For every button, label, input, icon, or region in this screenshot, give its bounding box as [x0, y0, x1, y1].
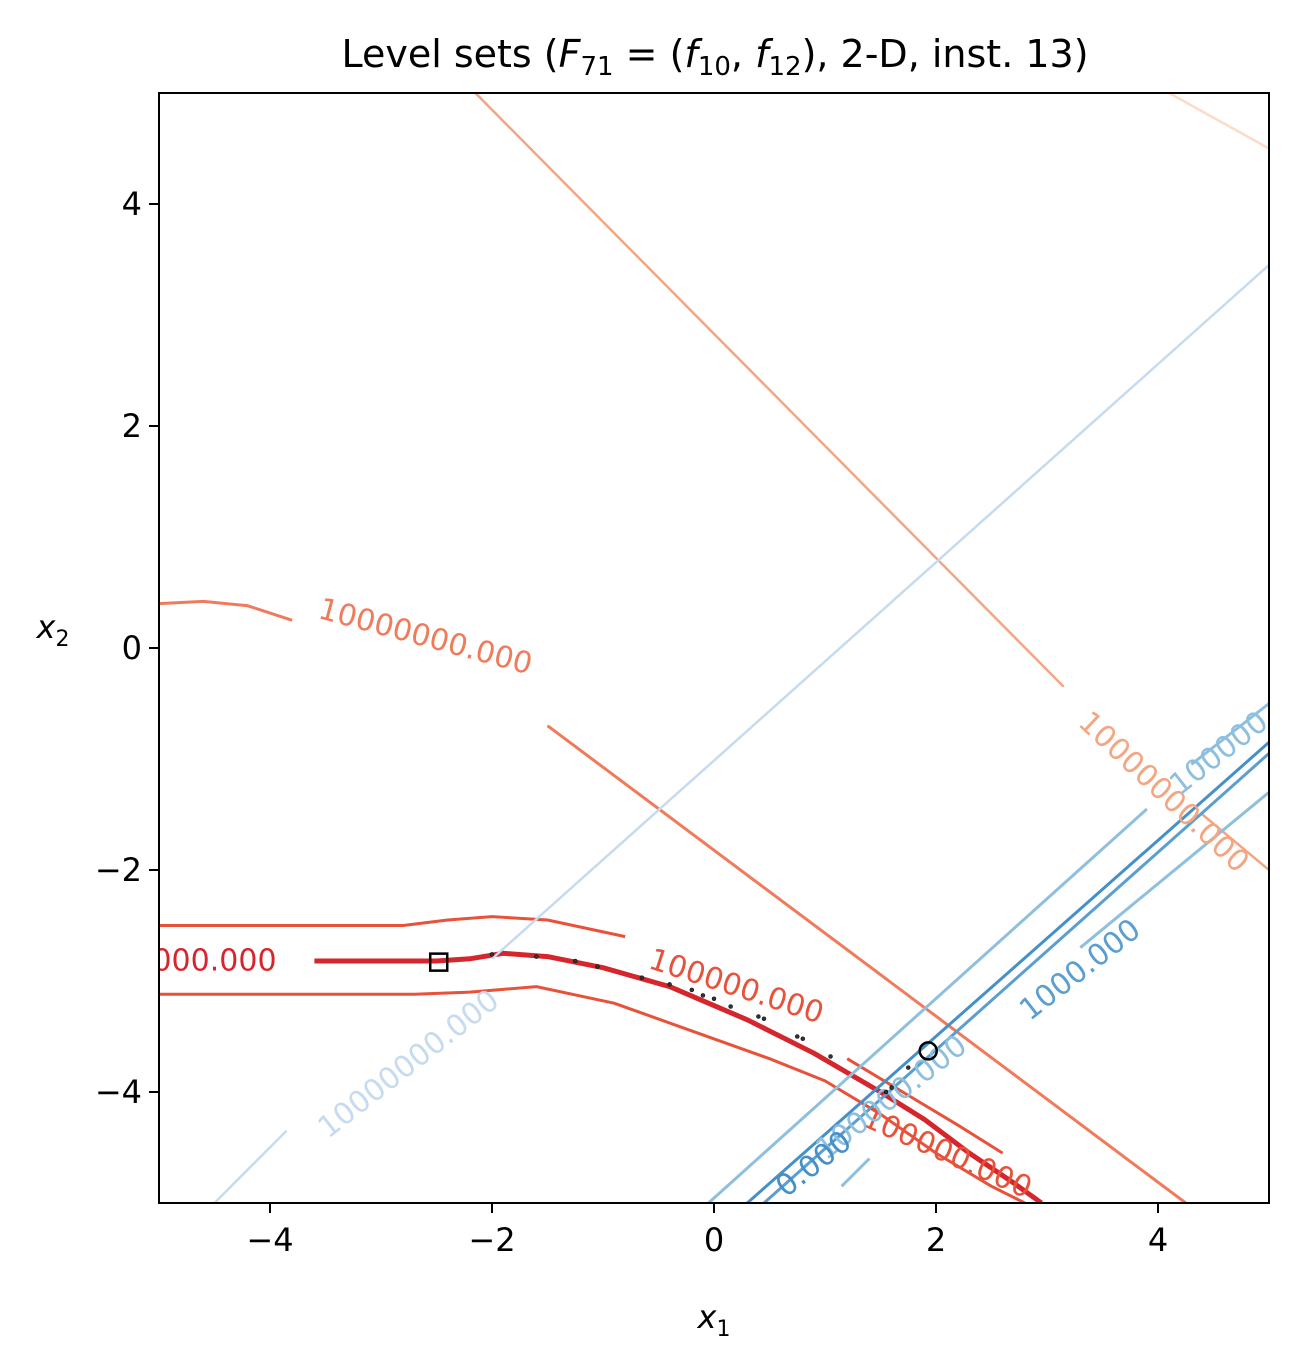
contour-lines	[159, 93, 1269, 1203]
contour-label-2: 000.000	[152, 944, 276, 979]
path-point-15	[889, 1085, 894, 1090]
markers	[428, 952, 938, 1061]
y-tick-label-2: 0	[122, 629, 142, 667]
path-point-8	[711, 996, 717, 1002]
title-eq: = (	[614, 32, 685, 76]
title-F: F	[559, 32, 582, 76]
title-f1-sub: 10	[698, 52, 731, 82]
x-axis-label-var: x	[697, 1298, 718, 1336]
title-prefix: Level sets (	[341, 32, 558, 76]
x-tick-label-2: 0	[704, 1221, 724, 1259]
chart-title: Level sets (F71 = (f10, f12), 2-D, inst.…	[341, 32, 1088, 82]
f10-contour-line-12	[1190, 702, 1269, 766]
title-f2-sub: 12	[768, 52, 801, 82]
start-square-marker	[428, 952, 449, 972]
path-point-0	[489, 952, 495, 957]
y-axis-label-var: x	[36, 608, 57, 646]
path-point-14	[828, 1054, 833, 1059]
f12-contour-line-0	[1168, 93, 1269, 150]
path-point-10	[756, 1014, 761, 1019]
path-point-6	[689, 987, 695, 993]
f10-contour-line-10	[491, 264, 1269, 960]
end-circle-marker	[918, 1041, 938, 1061]
f12-contour-line-4	[546, 724, 1187, 1203]
f10-contour-line-9	[213, 1129, 288, 1203]
f12-contour-line-1	[474, 93, 1065, 688]
x-axis-ticks: −4 −2 0 2 4	[246, 1203, 1168, 1259]
x-tick-label-3: 2	[926, 1221, 946, 1259]
x-axis-label: x1	[697, 1298, 731, 1342]
x-tick-label-0: −4	[246, 1221, 293, 1259]
f12-contour-line-2	[1201, 813, 1269, 871]
f10-contour-line-16	[746, 741, 1269, 1203]
path-point-16	[883, 1089, 889, 1095]
path-point-12	[795, 1034, 800, 1039]
x-tick-label-4: 4	[1148, 1221, 1168, 1259]
y-tick-label-4: 4	[122, 185, 142, 223]
x-tick-label-1: −2	[468, 1221, 515, 1259]
y-axis-label-sub: 2	[55, 627, 69, 652]
f10-contour-line-15	[763, 752, 1269, 1203]
y-tick-label-1: −2	[95, 851, 142, 889]
path-point-1	[534, 954, 539, 959]
f10-contour-line-14	[1079, 791, 1269, 949]
f10-contour-line-13	[840, 1157, 871, 1188]
path-point-13	[800, 1036, 806, 1041]
f12-contour-line-5	[159, 915, 626, 939]
path-point-4	[639, 975, 645, 980]
y-tick-label-3: 2	[122, 407, 142, 445]
x-axis-label-sub: 1	[716, 1317, 730, 1342]
title-suffix: ), 2-D, inst. 13)	[802, 32, 1089, 76]
f12-contour-line-6	[846, 1057, 1004, 1155]
f12-contour-line-8	[314, 950, 1043, 1203]
y-tick-label-0: −4	[95, 1073, 142, 1111]
f12-contour-line-7	[159, 985, 1026, 1203]
y-axis-label: x2	[36, 608, 70, 652]
path-point-3	[595, 964, 600, 969]
title-F-sub: 71	[581, 52, 614, 82]
path-point-17	[906, 1065, 911, 1070]
path-point-11	[761, 1016, 767, 1021]
search-path-points	[489, 952, 911, 1095]
path-point-5	[667, 982, 672, 987]
f10-contour-line-11	[707, 807, 1148, 1203]
y-axis-ticks: −4 −2 0 2 4	[95, 185, 159, 1111]
path-point-9	[728, 1004, 733, 1009]
f12-contour-line-3	[159, 599, 293, 622]
path-point-2	[573, 958, 578, 964]
title-comma: ,	[731, 32, 755, 76]
path-point-7	[700, 993, 706, 998]
